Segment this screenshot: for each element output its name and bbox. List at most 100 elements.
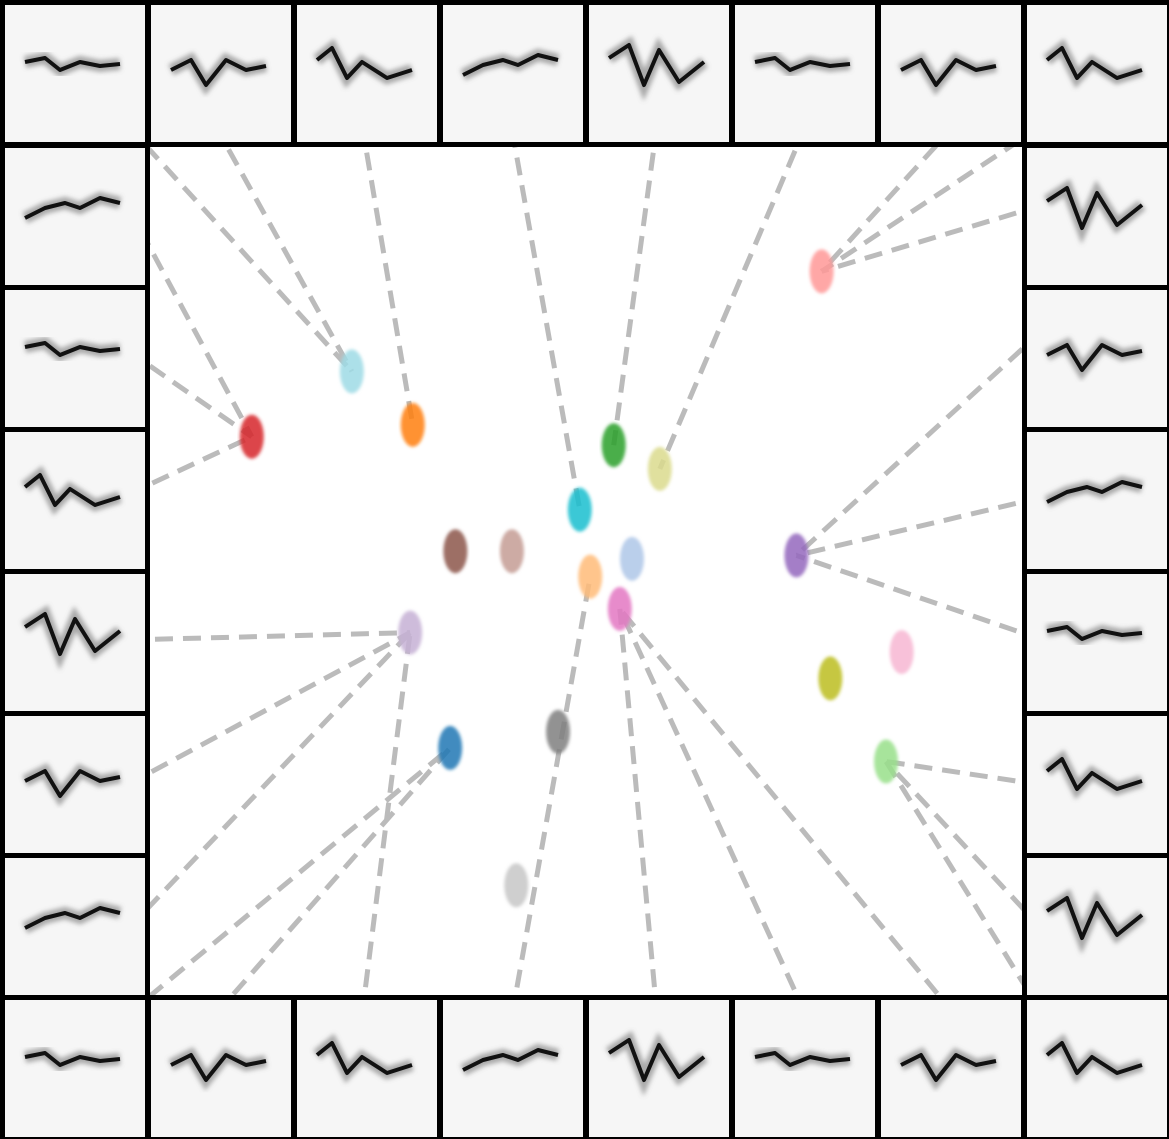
- link-line: [884, 759, 1045, 932]
- thumbnail: [1022, 853, 1169, 1000]
- link-line: [126, 630, 411, 643]
- thumbnail: [146, 0, 296, 147]
- thumbnail-curve: [1045, 757, 1143, 791]
- thumbnail: [0, 711, 150, 858]
- cluster: [619, 536, 644, 581]
- thumbnail: [876, 0, 1026, 147]
- thumbnail: [0, 285, 150, 432]
- thumbnail-curve: [170, 58, 267, 87]
- link-line: [509, 576, 593, 1016]
- thumbnail-frame: [0, 995, 150, 1139]
- thumbnail-curve: [24, 341, 121, 357]
- link-line: [359, 632, 413, 1016]
- thumbnail-frame: [584, 0, 734, 147]
- thumbnail-frame: [0, 0, 150, 147]
- thumbnail: [1022, 427, 1169, 574]
- link-line: [819, 123, 957, 274]
- thumbnail-curve: [23, 612, 122, 656]
- thumbnail: [1022, 285, 1169, 432]
- thumbnail: [1022, 0, 1169, 147]
- thumbnail-frame: [292, 0, 442, 147]
- thumbnail-curve: [1045, 896, 1144, 940]
- cluster: [438, 725, 463, 770]
- thumbnail-curve: [1045, 1041, 1143, 1075]
- thumbnail: [1022, 569, 1169, 716]
- thumbnail-curve: [315, 46, 413, 80]
- thumbnail-frame: [1022, 569, 1169, 716]
- thumbnail-curve: [1045, 186, 1144, 230]
- link-line: [125, 434, 253, 498]
- thumbnail-curve: [24, 1051, 121, 1067]
- thumbnail: [1022, 995, 1169, 1139]
- thumbnail: [584, 0, 734, 147]
- cluster: [889, 630, 914, 675]
- thumbnail-curve: [462, 53, 559, 77]
- thumbnail-frame: [730, 0, 880, 147]
- thumbnail-frame: [0, 569, 150, 716]
- link-line: [509, 129, 583, 511]
- thumbnail-frame: [1022, 427, 1169, 574]
- link-line: [795, 553, 1044, 643]
- thumbnail: [0, 427, 150, 574]
- thumbnail-frame: [0, 427, 150, 574]
- link-line: [617, 607, 809, 1017]
- thumbnail: [438, 0, 588, 147]
- thumbnail-curve: [1046, 343, 1143, 372]
- cluster: [784, 533, 809, 578]
- thumbnail-curve: [607, 1038, 706, 1082]
- link-line: [795, 494, 1044, 558]
- thumbnail-frame: [292, 995, 442, 1139]
- cluster: [398, 610, 423, 655]
- link-line: [820, 122, 1045, 274]
- thumbnail: [1022, 711, 1169, 858]
- cluster: [239, 414, 264, 459]
- thumbnail-curve: [754, 56, 851, 72]
- thumbnail-frame: [584, 995, 734, 1139]
- link-line: [125, 630, 412, 932]
- thumbnail-curve: [315, 1041, 413, 1075]
- cluster: [601, 423, 626, 468]
- clusters: [239, 249, 914, 908]
- link-line: [883, 760, 1046, 1017]
- cluster: [499, 529, 524, 574]
- thumbnail-curve: [23, 473, 121, 507]
- cluster: [809, 249, 834, 294]
- cluster: [504, 863, 529, 908]
- thumbnail-frame: [1022, 0, 1169, 147]
- thumbnail-curve: [1046, 625, 1143, 641]
- thumbnail-curve: [170, 1053, 267, 1082]
- thumbnail-frame: [1022, 143, 1169, 290]
- thumbnail: [730, 0, 880, 147]
- cluster: [400, 402, 425, 447]
- thumbnail: [146, 995, 296, 1139]
- thumbnail-curve: [462, 1048, 559, 1072]
- thumbnail: [584, 995, 734, 1139]
- link-line: [125, 746, 452, 1017]
- cluster: [443, 529, 468, 574]
- thumbnail-curve: [24, 56, 121, 72]
- thumbnail-curve: [900, 58, 997, 87]
- thumbnail-frame: [730, 995, 880, 1139]
- link-line: [617, 608, 660, 1016]
- cluster: [578, 554, 603, 599]
- link-line: [359, 124, 416, 426]
- thumbnail: [0, 0, 150, 147]
- thumbnail: [0, 143, 150, 290]
- thumbnail: [730, 995, 880, 1139]
- thumbnail-curve: [607, 43, 706, 87]
- thumbnail-frame: [1022, 853, 1169, 1000]
- thumbnail-curve: [900, 1053, 997, 1082]
- thumbnail: [438, 995, 588, 1139]
- link-line: [125, 347, 254, 439]
- cluster: [818, 656, 843, 701]
- thumbnail: [292, 0, 442, 147]
- thumbnail: [0, 569, 150, 716]
- thumbnail: [292, 995, 442, 1139]
- thumbnail-curve: [24, 196, 121, 220]
- link-line: [125, 630, 412, 788]
- thumbnail-curve: [24, 769, 121, 798]
- thumbnail-frame: [1022, 995, 1169, 1139]
- cluster: [607, 586, 632, 631]
